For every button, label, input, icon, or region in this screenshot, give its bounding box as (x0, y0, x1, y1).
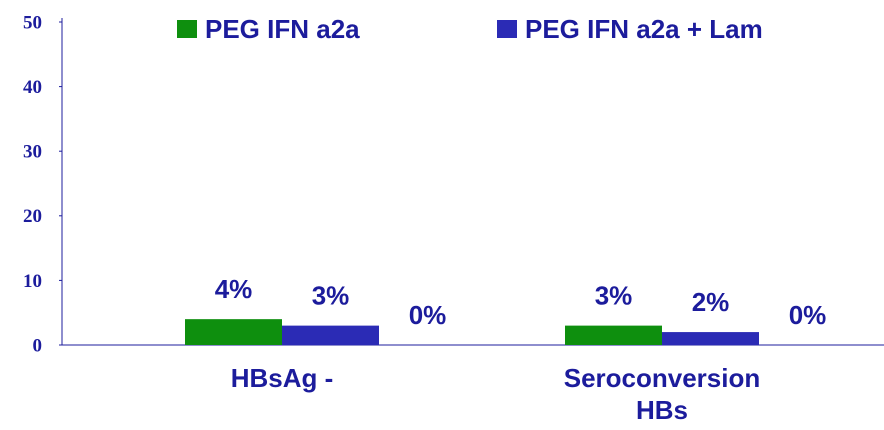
y-tick-label: 0 (33, 335, 43, 356)
legend-swatch (177, 20, 197, 38)
data-label: 2% (692, 287, 730, 317)
y-tick-label: 20 (23, 206, 42, 227)
legend-label: PEG IFN a2a + Lam (525, 14, 763, 44)
y-tick-label: 10 (23, 271, 42, 292)
x-tick-label: Seroconversion HBs (563, 363, 761, 425)
x-tick-label: HBsAg - (230, 363, 334, 393)
bar (565, 325, 662, 345)
legend-swatch (497, 20, 517, 38)
y-tick-label: 50 (23, 12, 42, 33)
data-label: 3% (595, 280, 633, 310)
data-label: 0% (409, 300, 447, 330)
y-tick-label: 30 (23, 142, 42, 163)
legend-label: PEG IFN a2a (205, 14, 360, 44)
data-label: 3% (312, 280, 350, 310)
bar (282, 325, 379, 345)
bar (185, 319, 282, 345)
data-label: 4% (215, 274, 253, 304)
data-label: 0% (789, 300, 827, 330)
bar (662, 332, 759, 345)
y-tick-label: 40 (23, 77, 42, 98)
